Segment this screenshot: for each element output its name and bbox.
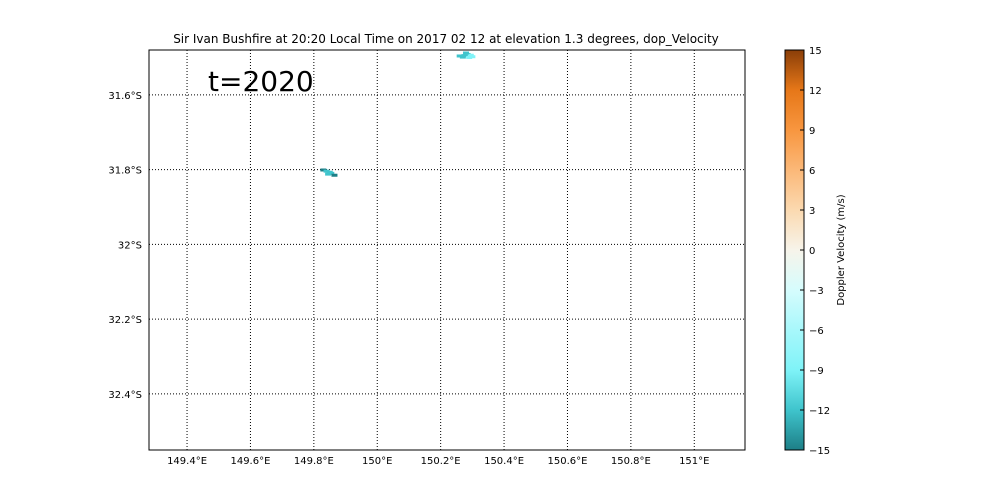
chart-title: Sir Ivan Bushfire at 20:20 Local Time on… xyxy=(173,32,719,46)
velocity-point xyxy=(323,169,330,173)
colorbar-tick-label: 15 xyxy=(809,46,822,57)
x-tick-label: 150.2°E xyxy=(421,456,461,467)
y-tick-label: 31.8°S xyxy=(108,166,142,177)
velocity-points xyxy=(320,51,476,177)
velocity-point xyxy=(459,55,466,59)
x-axis-ticks: 149.4°E 149.6°E 149.8°E 150°E 150.2°E 150.4°E… xyxy=(167,456,709,467)
x-tick-label: 149.6°E xyxy=(230,456,270,467)
y-axis-ticks: 31.6°S 31.8°S 32°S 32.2°S 32.4°S xyxy=(108,91,142,401)
colorbar-tick-label: 6 xyxy=(809,166,815,177)
x-tick-label: 150.4°E xyxy=(484,456,524,467)
time-annotation: t=2020 xyxy=(208,65,314,98)
x-tick-label: 149.4°E xyxy=(167,456,207,467)
y-tick-label: 32°S xyxy=(118,240,142,251)
x-tick-label: 150°E xyxy=(362,456,392,467)
velocity-point xyxy=(466,55,473,59)
y-tick-label: 32.4°S xyxy=(108,390,142,401)
colorbar-tick-label: 3 xyxy=(809,206,815,217)
velocity-point xyxy=(463,51,470,55)
x-tick-label: 150.6°E xyxy=(547,456,587,467)
colorbar-tick-label: −12 xyxy=(809,406,830,417)
gridlines xyxy=(149,50,745,450)
velocity-point xyxy=(469,55,476,59)
y-tick-label: 32.2°S xyxy=(108,315,142,326)
colorbar-label: Doppler Velocity (m/s) xyxy=(836,194,847,305)
colorbar-tick-label: −6 xyxy=(809,326,824,337)
colorbar-tick-label: −15 xyxy=(809,446,830,457)
colorbar-tick-label: 0 xyxy=(809,246,815,257)
colorbar-tick-label: −9 xyxy=(809,366,824,377)
velocity-point xyxy=(331,173,338,177)
x-tick-label: 150.8°E xyxy=(611,456,651,467)
colorbar-tick-label: −3 xyxy=(809,286,824,297)
velocity-point xyxy=(456,54,463,58)
velocity-point xyxy=(325,172,332,176)
x-tick-label: 149.8°E xyxy=(294,456,334,467)
colorbar-tick-label: 12 xyxy=(809,86,822,97)
colorbar-tick-label: 9 xyxy=(809,126,815,137)
x-tick-label: 151°E xyxy=(679,456,709,467)
velocity-point xyxy=(328,171,335,175)
colorbar-ticks: 15 12 9 6 3 0 −3 −6 −9 −12 −15 xyxy=(800,46,830,457)
plot-area-frame xyxy=(148,49,746,451)
velocity-point xyxy=(320,168,327,172)
y-tick-label: 31.6°S xyxy=(108,91,142,102)
